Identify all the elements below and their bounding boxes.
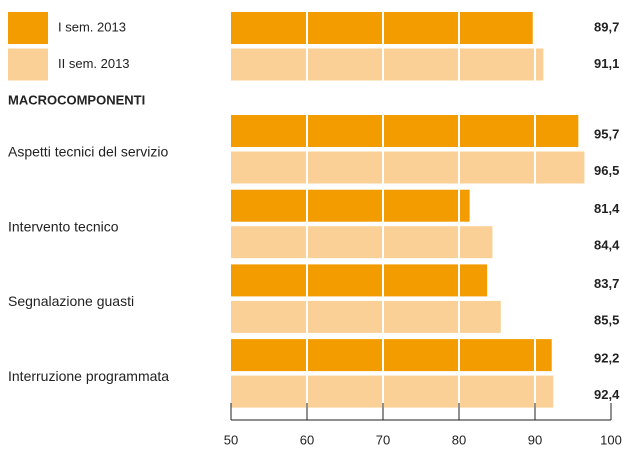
legend-label: II sem. 2013 bbox=[58, 56, 130, 71]
value-label: 91,1 bbox=[594, 56, 619, 71]
bar bbox=[231, 226, 493, 259]
category-label: Interruzione programmata bbox=[8, 368, 169, 384]
legend-swatch bbox=[8, 12, 48, 44]
x-tick-label: 50 bbox=[224, 432, 238, 447]
bar bbox=[231, 264, 488, 297]
bar bbox=[231, 151, 585, 184]
value-label: 89,7 bbox=[594, 19, 619, 34]
value-label: 83,7 bbox=[594, 276, 619, 291]
legend-label: I sem. 2013 bbox=[58, 19, 126, 34]
x-tick-label: 70 bbox=[376, 432, 390, 447]
section-label: MACROCOMPONENTI bbox=[8, 92, 145, 107]
value-label: 85,5 bbox=[594, 312, 619, 327]
bar bbox=[231, 12, 533, 44]
bar bbox=[231, 375, 554, 408]
category-label: Aspetti tecnici del servizio bbox=[8, 144, 169, 160]
bar bbox=[231, 48, 544, 81]
bar bbox=[231, 300, 501, 333]
value-label: 92,4 bbox=[594, 387, 620, 402]
value-label: 95,7 bbox=[594, 126, 619, 141]
x-tick-label: 60 bbox=[300, 432, 314, 447]
bar bbox=[231, 339, 552, 372]
category-label: Segnalazione guasti bbox=[8, 293, 134, 309]
legend-swatch bbox=[8, 48, 48, 81]
x-tick-label: 90 bbox=[528, 432, 542, 447]
value-label: 92,2 bbox=[594, 351, 619, 366]
x-tick-label: 80 bbox=[452, 432, 466, 447]
category-label: Intervento tecnico bbox=[8, 218, 119, 234]
bar bbox=[231, 115, 579, 147]
value-label: 96,5 bbox=[594, 163, 619, 178]
x-tick-label: 100 bbox=[600, 432, 622, 447]
value-label: 84,4 bbox=[594, 238, 620, 253]
value-label: 81,4 bbox=[594, 201, 620, 216]
bar bbox=[231, 189, 470, 222]
